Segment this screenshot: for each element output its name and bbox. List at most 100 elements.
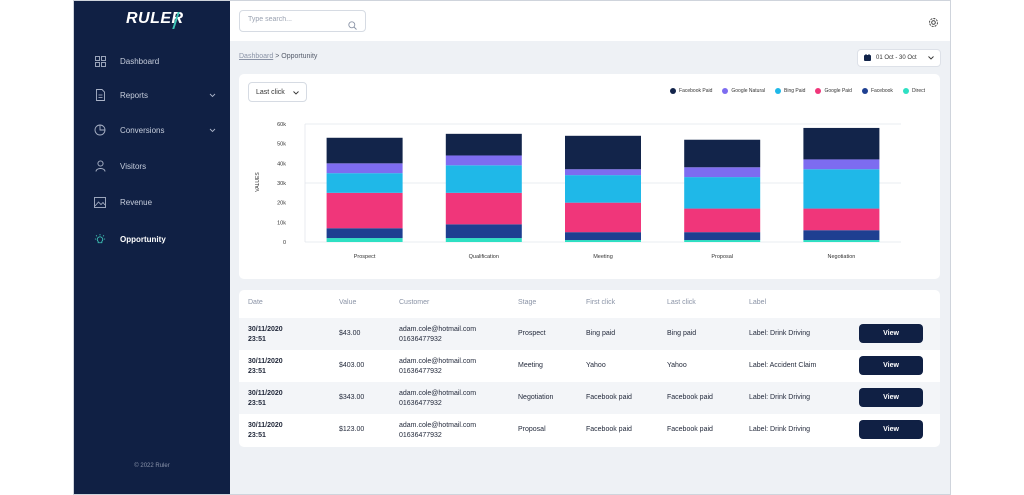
view-button[interactable]: View xyxy=(859,356,923,375)
customer-cell: adam.cole@hotmail.com 01636477932 xyxy=(399,389,476,409)
bar-segment xyxy=(803,240,880,242)
legend-item-facebook[interactable]: Facebook xyxy=(861,88,893,94)
view-button[interactable]: View xyxy=(859,388,923,407)
stage-cell: Proposal xyxy=(518,426,546,433)
legend-dot xyxy=(722,88,729,94)
first-click-cell: Yahoo xyxy=(586,362,606,369)
time-text: 23:51 xyxy=(248,432,266,439)
bar-segment xyxy=(684,139,761,168)
table-row[interactable]: 30/11/2020 23:51 $403.00 adam.cole@hotmail.… xyxy=(239,350,940,382)
first-click-cell: Facebook paid xyxy=(586,426,632,433)
stage-cell: Negotiation xyxy=(518,394,554,401)
label-cell: Label: Drink Driving xyxy=(749,426,811,433)
table-row[interactable]: 30/11/2020 23:51 $43.00 adam.cole@hotmail.c… xyxy=(239,318,940,350)
bar-segment xyxy=(803,208,880,231)
y-tick-label: 20k xyxy=(277,201,286,207)
table-row[interactable]: 30/11/2020 23:51 $123.00 adam.cole@hotmail.… xyxy=(239,414,940,446)
document-icon xyxy=(94,89,106,101)
bar-segment xyxy=(684,232,761,241)
legend-item-google-paid[interactable]: Google Paid xyxy=(815,88,852,94)
chart-legend: Facebook Paid Google Natural Bing Paid G… xyxy=(660,88,925,94)
sidebar-item-label: Conversions xyxy=(120,125,165,135)
customer-email[interactable]: adam.cole@hotmail.com xyxy=(399,326,477,333)
column-header-date[interactable]: Date xyxy=(248,299,263,306)
customer-email[interactable]: adam.cole@hotmail.com xyxy=(399,390,477,397)
column-header-first-click[interactable]: First click xyxy=(586,299,616,306)
search-icon[interactable] xyxy=(348,17,357,35)
legend-item-facebook-paid[interactable]: Facebook Paid xyxy=(670,88,712,94)
legend-label: Facebook xyxy=(870,88,893,94)
attribution-model-select[interactable]: Last click xyxy=(248,82,307,102)
y-tick-label: 10k xyxy=(277,220,286,226)
column-header-value[interactable]: Value xyxy=(339,299,357,306)
chart-card: Last click Facebook Paid Google Natural … xyxy=(239,74,940,279)
label-cell: Label: Accident Claim xyxy=(749,362,817,369)
bar-segment xyxy=(565,232,641,241)
date-text: 30/11/2020 xyxy=(248,390,283,397)
breadcrumb: Dashboard > Opportunity xyxy=(239,53,317,60)
x-tick-label: Qualification xyxy=(469,254,499,260)
column-header-customer[interactable]: Customer xyxy=(399,299,430,306)
table-row[interactable]: 30/11/2020 23:51 $343.00 adam.cole@hotmail.… xyxy=(239,382,940,414)
sidebar: RULER Dashboard Reports Conversions xyxy=(74,1,230,494)
bar-segment xyxy=(326,228,403,239)
sidebar-item-visitors[interactable]: Visitors xyxy=(94,156,216,176)
legend-dot xyxy=(775,88,782,94)
bar-segment xyxy=(445,192,522,225)
legend-dot xyxy=(670,88,677,94)
date-cell: 30/11/2020 23:51 xyxy=(248,325,283,345)
column-header-last-click[interactable]: Last click xyxy=(667,299,696,306)
search-box[interactable] xyxy=(239,10,366,32)
bar-segment xyxy=(445,155,522,166)
bar-segment xyxy=(326,137,403,164)
label-cell: Label: Drink Driving xyxy=(749,330,811,337)
bar-segment xyxy=(326,173,403,193)
bar-segment xyxy=(684,208,761,233)
first-click-cell: Facebook paid xyxy=(586,394,632,401)
legend-label: Google Paid xyxy=(824,88,852,94)
attribution-model-label: Last click xyxy=(256,88,285,96)
view-button[interactable]: View xyxy=(859,324,923,343)
y-axis-label: VALUES xyxy=(255,172,261,192)
sidebar-item-opportunity[interactable]: Opportunity xyxy=(94,229,216,249)
calendar-icon xyxy=(864,53,871,63)
customer-cell: adam.cole@hotmail.com 01636477932 xyxy=(399,357,476,377)
last-click-cell: Bing paid xyxy=(667,330,697,337)
bar-segment xyxy=(803,169,880,209)
date-range-picker[interactable]: 01 Oct - 30 Oct xyxy=(857,49,941,67)
breadcrumb-current: Opportunity xyxy=(281,53,318,60)
legend-item-bing-paid[interactable]: Bing Paid xyxy=(775,88,805,94)
column-header-label[interactable]: Label xyxy=(749,299,767,306)
column-header-stage[interactable]: Stage xyxy=(518,299,537,306)
sidebar-item-label: Opportunity xyxy=(120,234,166,244)
customer-email[interactable]: adam.cole@hotmail.com xyxy=(399,422,477,429)
sidebar-item-label: Dashboard xyxy=(120,56,160,66)
gear-icon[interactable] xyxy=(928,15,939,33)
chevron-down-icon[interactable] xyxy=(209,126,216,135)
bar-segment xyxy=(565,175,641,203)
customer-email[interactable]: adam.cole@hotmail.com xyxy=(399,358,477,365)
legend-item-direct[interactable]: Direct xyxy=(902,88,925,94)
sidebar-item-conversions[interactable]: Conversions xyxy=(94,120,216,140)
sidebar-item-revenue[interactable]: Revenue xyxy=(94,192,216,212)
dashboard-grid-icon xyxy=(94,55,106,67)
breadcrumb-separator: > xyxy=(275,53,280,60)
sidebar-item-dashboard[interactable]: Dashboard xyxy=(94,51,216,71)
topbar xyxy=(230,1,950,41)
bar-segment xyxy=(565,135,641,170)
chevron-down-icon[interactable] xyxy=(209,91,216,100)
y-tick-label: 60k xyxy=(277,122,286,128)
ruler-logo[interactable]: RULER xyxy=(126,10,184,27)
x-tick-label: Negotiation xyxy=(827,254,855,260)
sidebar-item-reports[interactable]: Reports xyxy=(94,85,216,105)
time-text: 23:51 xyxy=(248,336,266,343)
search-input[interactable] xyxy=(248,16,343,23)
date-cell: 30/11/2020 23:51 xyxy=(248,421,283,441)
view-button[interactable]: View xyxy=(859,420,923,439)
breadcrumb-link-dashboard[interactable]: Dashboard xyxy=(239,53,274,60)
bar-segment xyxy=(684,177,761,209)
x-tick-label: Meeting xyxy=(593,254,613,260)
value-cell: $123.00 xyxy=(339,426,365,433)
legend-item-google-natural[interactable]: Google Natural xyxy=(722,88,765,94)
bar-segment xyxy=(445,238,522,242)
